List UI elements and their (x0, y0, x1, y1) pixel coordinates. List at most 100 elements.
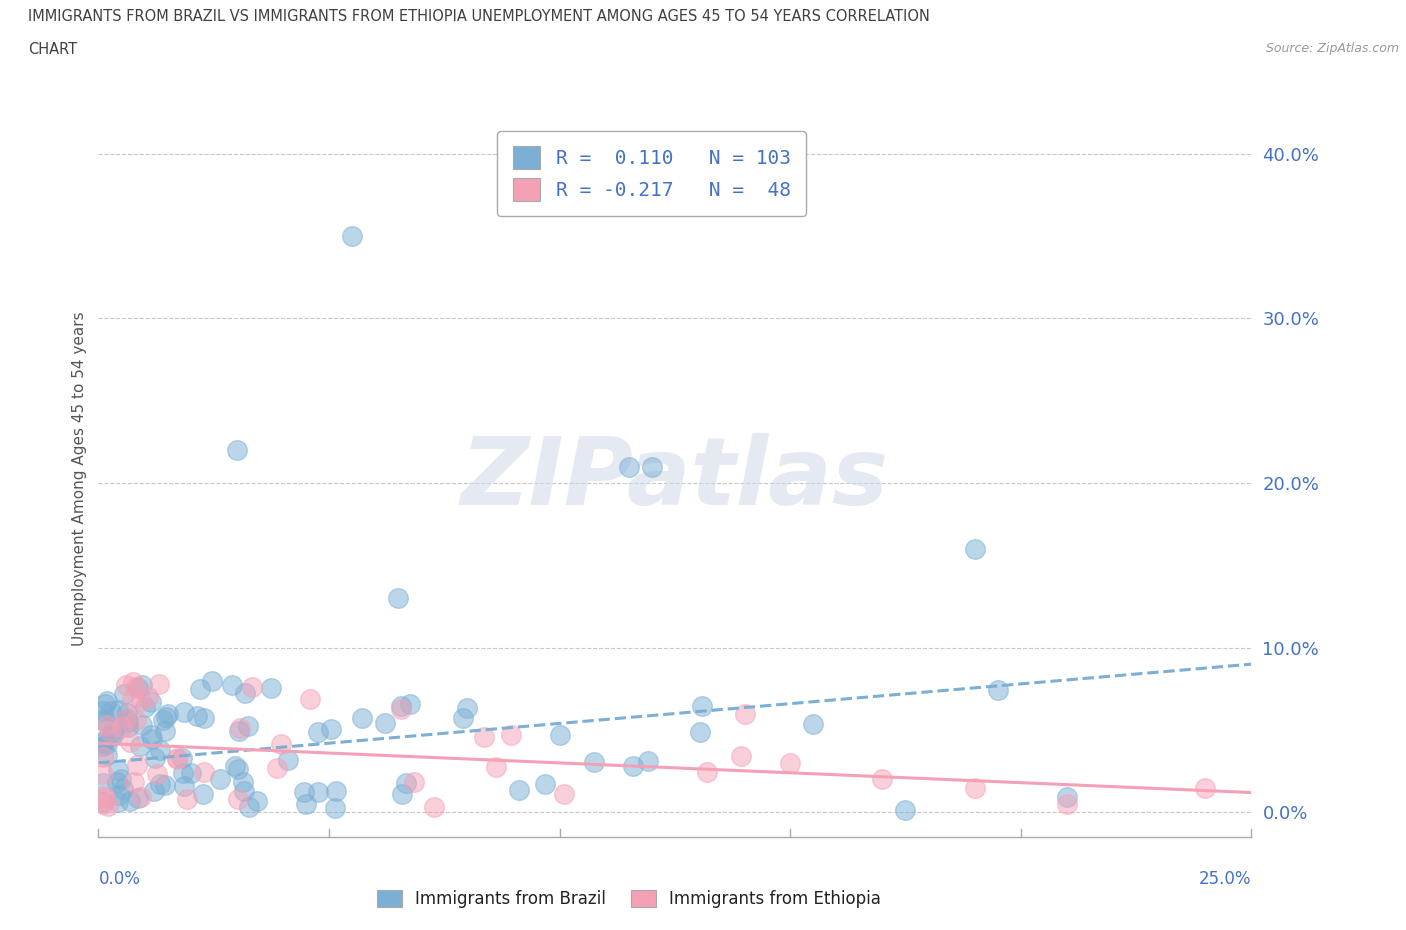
Point (894, 803, 917, 817)
Point (395, 776, 418, 790)
Point (111, 720, 134, 735)
Text: IMMIGRANTS FROM BRAZIL VS IMMIGRANTS FROM ETHIOPIA UNEMPLOYMENT AMONG AGES 45 TO: IMMIGRANTS FROM BRAZIL VS IMMIGRANTS FRO… (28, 9, 929, 24)
Point (107, 795, 129, 810)
Point (224, 758, 246, 773)
Point (94, 790, 117, 805)
Point (295, 796, 318, 811)
Point (423, 800, 446, 815)
Point (186, 708, 208, 723)
Point (387, 591, 409, 605)
Point (225, 443, 247, 458)
Point (553, 787, 575, 802)
Point (143, 783, 166, 798)
Point (173, 705, 195, 720)
Point (94, 714, 117, 729)
Point (499, 728, 522, 743)
Point (91, 736, 114, 751)
Point (193, 711, 215, 725)
Point (226, 791, 249, 806)
Point (96, 693, 118, 708)
Point (139, 728, 162, 743)
Point (232, 783, 254, 798)
Point (125, 758, 148, 773)
Point (145, 766, 167, 781)
Point (508, 783, 530, 798)
Point (118, 794, 141, 809)
Point (456, 701, 478, 716)
Point (319, 722, 342, 737)
Point (221, 678, 243, 693)
Point (127, 790, 149, 805)
Point (266, 761, 288, 776)
Point (209, 771, 232, 786)
Point (103, 725, 125, 740)
Point (193, 764, 215, 779)
Point (229, 721, 252, 736)
Point (91, 776, 114, 790)
Point (125, 712, 148, 727)
Point (115, 706, 138, 721)
Text: 0.0%: 0.0% (98, 870, 141, 887)
Point (533, 777, 555, 791)
Point (696, 764, 718, 779)
Point (617, 459, 640, 474)
Point (201, 673, 224, 688)
Point (125, 679, 148, 694)
Text: CHART: CHART (28, 42, 77, 57)
Point (307, 724, 329, 739)
Point (143, 751, 166, 765)
Point (233, 686, 256, 701)
Point (779, 755, 801, 770)
Point (987, 683, 1010, 698)
Point (112, 686, 135, 701)
Point (149, 777, 172, 791)
Point (91, 796, 114, 811)
Point (166, 751, 188, 765)
Point (131, 718, 153, 733)
Y-axis label: Unemployment Among Ages 45 to 54 years: Unemployment Among Ages 45 to 54 years (72, 312, 87, 646)
Point (1194, 780, 1216, 795)
Point (172, 751, 194, 765)
Point (474, 729, 496, 744)
Point (115, 678, 138, 693)
Point (91, 766, 114, 781)
Point (172, 765, 194, 780)
Point (240, 680, 263, 695)
Point (226, 761, 249, 776)
Point (156, 707, 179, 722)
Point (139, 694, 162, 709)
Point (107, 702, 129, 717)
Point (389, 698, 412, 713)
Point (1056, 790, 1078, 804)
Point (391, 787, 413, 802)
Point (153, 777, 176, 792)
Point (91, 733, 114, 748)
Text: 25.0%: 25.0% (1199, 870, 1251, 887)
Point (374, 715, 396, 730)
Point (176, 791, 198, 806)
Point (97, 798, 120, 813)
Point (91, 750, 114, 764)
Point (127, 680, 149, 695)
Point (101, 728, 124, 743)
Point (307, 785, 329, 800)
Point (134, 700, 156, 715)
Point (110, 772, 132, 787)
Point (122, 674, 145, 689)
Point (730, 749, 752, 764)
Point (963, 780, 986, 795)
Point (117, 714, 139, 729)
Point (96, 748, 118, 763)
Point (155, 710, 177, 724)
Point (98, 724, 121, 738)
Point (299, 692, 322, 707)
Point (91, 712, 114, 727)
Point (93, 789, 115, 804)
Point (129, 738, 152, 753)
Point (801, 717, 824, 732)
Point (152, 712, 174, 727)
Point (117, 720, 139, 735)
Point (325, 801, 347, 816)
Point (402, 775, 425, 790)
Point (180, 765, 202, 780)
